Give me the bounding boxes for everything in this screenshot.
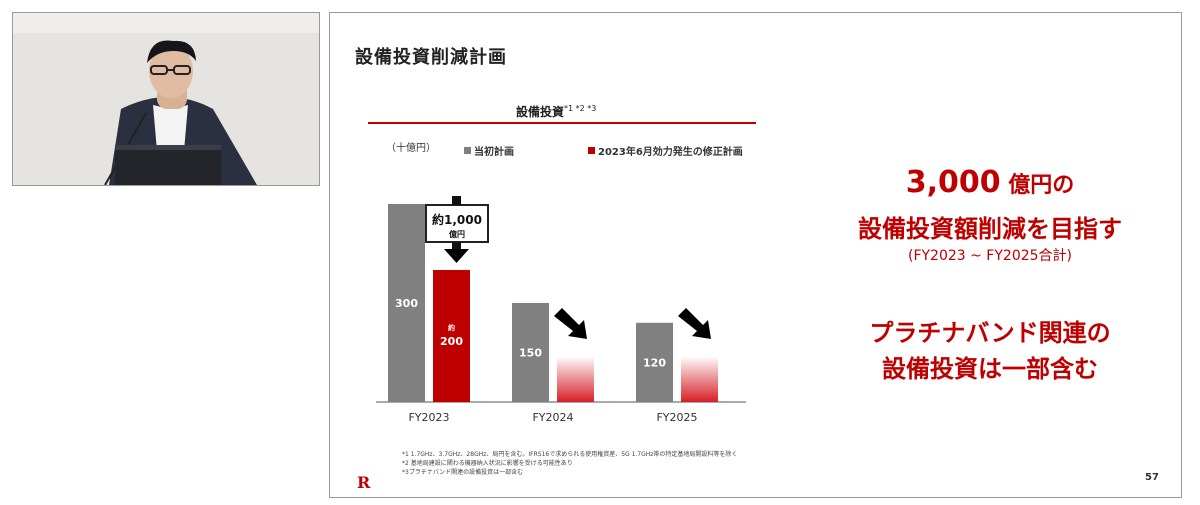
rakuten-logo: R xyxy=(357,473,371,492)
message-amount-unit: 億円の xyxy=(1000,173,1075,198)
capex-bar-chart: 300 約 200 FY2023 150 FY2024 120 FY2025 約1,000 億円 xyxy=(376,196,746,424)
bar-value-label: 200 xyxy=(440,335,463,348)
reduction-callout-unit: 億円 xyxy=(449,229,465,239)
chart-title-rule xyxy=(368,122,756,124)
arrow-down-icon xyxy=(444,249,469,263)
legend-label: 当初計画 xyxy=(474,147,514,158)
footnote-1: *1 1.7GHz、3.7GHz、28GHz、局円を含む。IFRS16で求められ… xyxy=(402,451,738,458)
bar-revised-plan-fade-FY2025 xyxy=(681,356,718,402)
legend-label: 2023年6月効力発生の修正計画 xyxy=(598,147,743,158)
x-tick-label: FY2023 xyxy=(408,411,449,424)
message-period: (FY2023 ~ FY2025合計) xyxy=(907,248,1073,264)
reduction-callout-amount: 約1,000 xyxy=(432,212,482,227)
chart-title-text: 設備投資 xyxy=(516,105,565,119)
bars-group: 300 約 200 FY2023 150 FY2024 120 FY2025 約1,000 億円 xyxy=(388,196,718,424)
message-partially-included: 設備投資は一部含む xyxy=(882,355,1098,383)
unit-label: （十億円） xyxy=(386,143,436,154)
slide-title: 設備投資削減計画 xyxy=(355,47,507,68)
message-reduction-amount: 3,000 億円の xyxy=(800,165,1180,200)
bar-original-plan-FY2024 xyxy=(512,303,549,402)
footnote-3: *3プラチナバンド関連の設備投資は一部含む xyxy=(402,469,524,476)
chart-title: 設備投資*1 *2 *3 xyxy=(516,103,596,120)
legend-item-original-plan: 当初計画 xyxy=(464,143,514,158)
bar-value-label: 300 xyxy=(395,297,418,310)
bar-original-plan-FY2025 xyxy=(636,322,673,402)
reduction-arrow-stem-bottom xyxy=(452,242,461,249)
legend-swatch-red xyxy=(588,147,595,154)
message-platinum-band: プラチナバンド関連の xyxy=(869,319,1111,347)
x-tick-label: FY2025 xyxy=(656,411,697,424)
presentation-slide: 設備投資削減計画 設備投資*1 *2 *3 （十億円） 当初計画 2023年6月… xyxy=(329,12,1182,498)
legend-item-revised-plan: 2023年6月効力発生の修正計画 xyxy=(588,143,743,158)
message-amount-number: 3,000 xyxy=(905,165,1001,200)
bar-value-label: 120 xyxy=(643,356,666,369)
message-reduction-goal: 設備投資額削減を目指す xyxy=(858,215,1122,243)
footnote-2: *2 基地局建設に関わる機器納入状況に影響を受ける可能性あり xyxy=(402,460,573,467)
bar-revised-plan-FY2023 xyxy=(433,270,470,402)
down-arrow-icon xyxy=(554,308,587,339)
legend-swatch-gray xyxy=(464,147,471,154)
bar-approx-prefix: 約 xyxy=(448,323,455,332)
speaker-video xyxy=(12,12,320,186)
down-arrow-icon xyxy=(678,308,711,339)
bar-revised-plan-fade-FY2024 xyxy=(557,356,594,402)
x-tick-label: FY2024 xyxy=(532,411,573,424)
bar-original-plan-FY2023 xyxy=(388,204,425,402)
page-number: 57 xyxy=(1145,472,1159,483)
bar-value-label: 150 xyxy=(519,347,542,360)
reduction-arrow-stem-top xyxy=(452,196,461,205)
footnotes: *1 1.7GHz、3.7GHz、28GHz、局円を含む。IFRS16で求められ… xyxy=(402,450,737,477)
speaker-video-frame xyxy=(13,13,319,185)
chart-title-footnote-marks: *1 *2 *3 xyxy=(564,104,597,113)
